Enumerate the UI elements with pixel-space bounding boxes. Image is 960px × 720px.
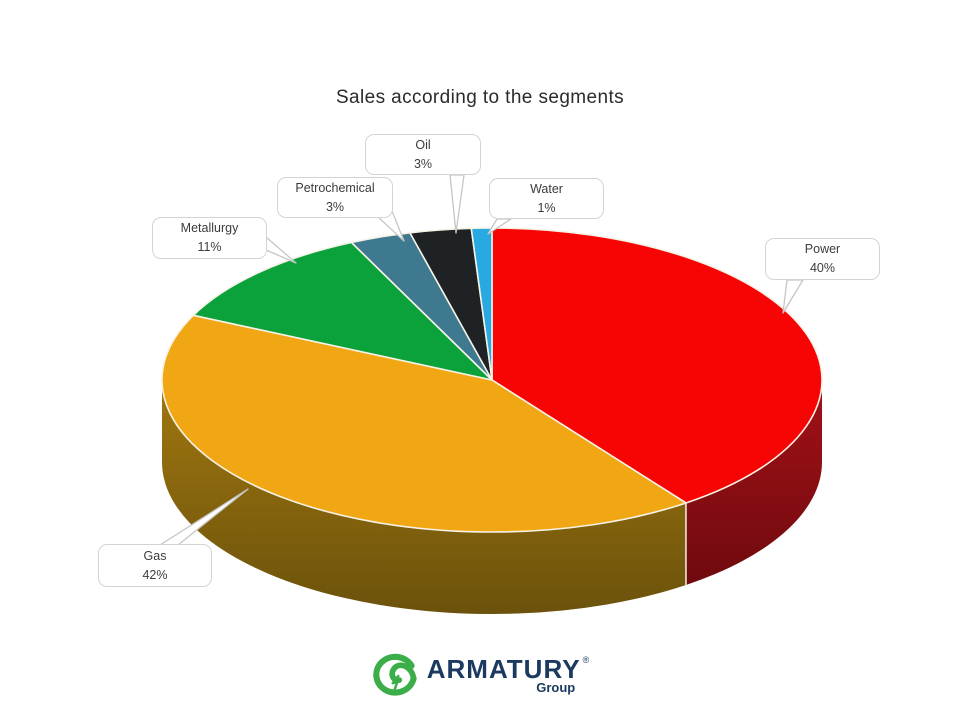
- pie-side-power: [685, 380, 822, 585]
- callout-pointer-water: [487, 218, 512, 235]
- armatury-logo-mark-icon: [373, 653, 417, 696]
- callout-label: Oil: [415, 137, 431, 152]
- callout-label: Gas: [143, 548, 167, 563]
- callout-oil: Oil 3%: [365, 134, 481, 175]
- pie-slice-gas: [161, 314, 687, 533]
- callout-value: 40%: [809, 261, 836, 275]
- callout-value: 42%: [142, 567, 168, 582]
- callout-power: Power 40%: [765, 238, 880, 280]
- callout-label: Metallurgy: [180, 221, 239, 236]
- pie-slice-metallurgy: [192, 241, 493, 381]
- armatury-logo: ARMATURY ® Group: [371, 652, 590, 699]
- callout-gas: Gas 42%: [98, 544, 212, 587]
- callout-label: Power: [804, 242, 841, 257]
- callout-metallurgy: Metallurgy 11%: [152, 217, 267, 259]
- callout-value: 3%: [413, 156, 433, 171]
- chart-title: Sales according to the segments: [335, 87, 625, 108]
- callout-pointer-metallurgy: [265, 236, 297, 264]
- callout-water: Water 1%: [489, 178, 604, 219]
- logo-registered-mark: ®: [582, 654, 590, 665]
- armatury-logo-text: ARMATURY ® Group: [426, 653, 590, 695]
- callout-label: Petrochemical: [295, 180, 375, 195]
- callout-value: 1%: [537, 200, 556, 215]
- logo-brand-text: ARMATURY: [426, 653, 581, 684]
- callout-petrochemical: Petrochemical 3%: [277, 177, 393, 218]
- callout-value: 11%: [197, 240, 222, 254]
- pie-slice-power: [491, 227, 823, 504]
- logo-sub-text: Group: [536, 679, 576, 695]
- callout-label: Water: [530, 181, 563, 196]
- pie-side-gas: [162, 380, 686, 614]
- callout-value: 3%: [325, 199, 345, 214]
- callout-pointer-power: [782, 279, 804, 314]
- callout-pointer-oil: [449, 174, 465, 234]
